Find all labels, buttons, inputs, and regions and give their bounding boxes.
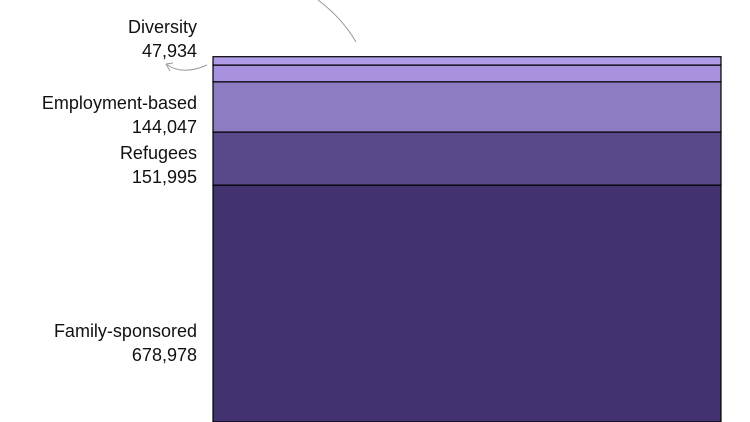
callout-arrow-diversity [165, 63, 208, 71]
bar-segment-refugees [212, 131, 722, 186]
bar-segment-unlabeled-4 [212, 56, 722, 66]
segment-value-label: 678,978 [132, 345, 197, 365]
segment-value-label: 47,934 [142, 41, 197, 61]
segment-labels: Family-sponsored 678,978 Refugees 151,995 Em… [42, 17, 197, 365]
bar-segment-employment-based [212, 81, 722, 133]
segment-value-label: 151,995 [132, 167, 197, 187]
bar-segment-diversity [212, 64, 722, 83]
callout-line-top [317, 0, 357, 43]
bar-segment-family-sponsored [212, 184, 722, 422]
segment-name-label: Employment-based [42, 93, 197, 113]
segment-name-label: Diversity [128, 17, 197, 37]
segment-name-label: Family-sponsored [54, 321, 197, 341]
segment-value-label: 144,047 [132, 117, 197, 137]
callout-arrowhead [165, 62, 174, 72]
segment-name-label: Refugees [120, 143, 197, 163]
bar-segments [212, 56, 722, 422]
